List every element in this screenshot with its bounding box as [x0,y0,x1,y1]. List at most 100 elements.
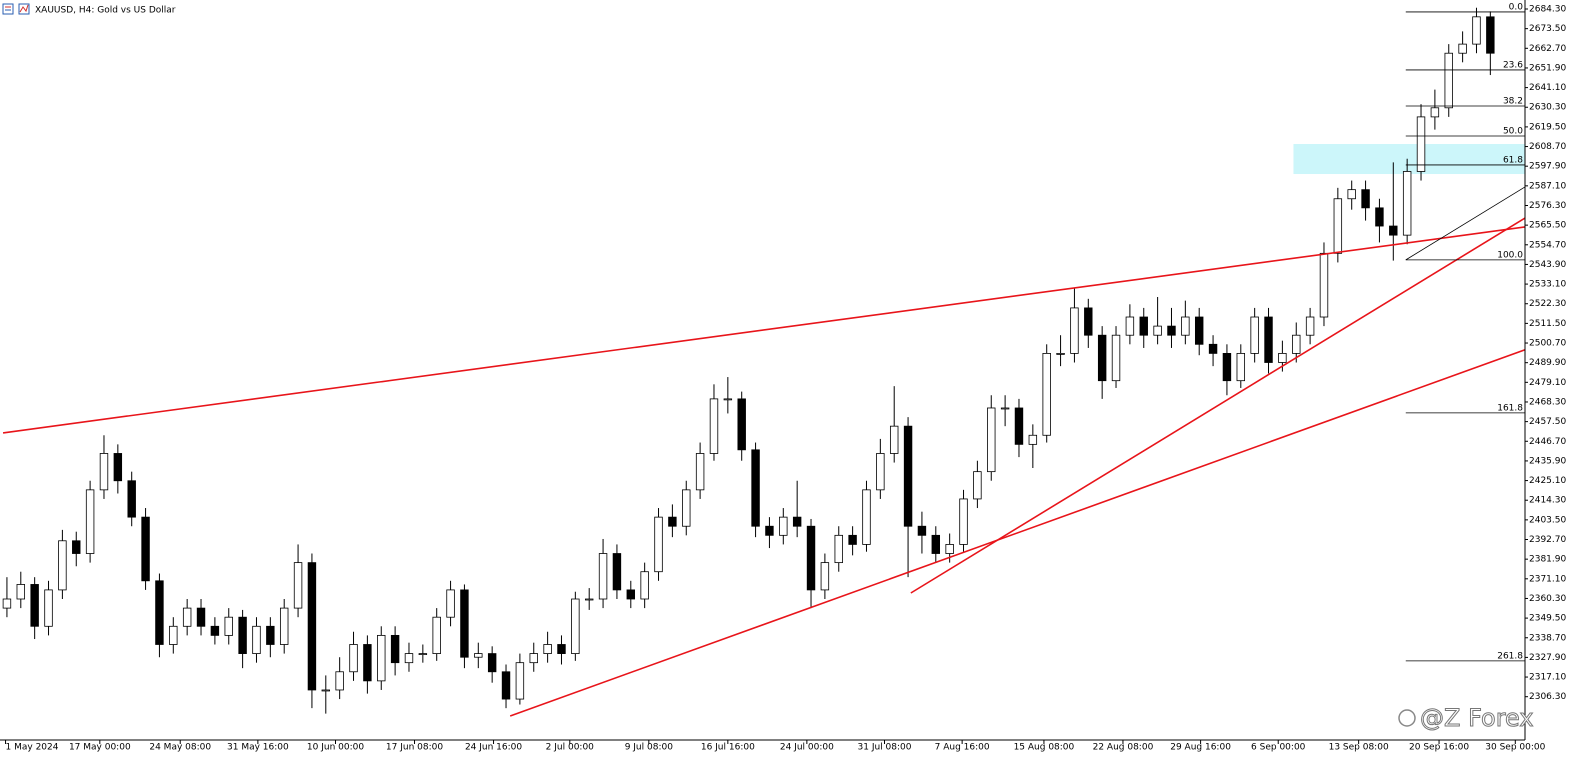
y-tick-label: 2673.50 [1529,24,1566,34]
candle-body [1097,334,1107,382]
x-tick-label: 29 Aug 16:00 [1170,743,1231,753]
x-tick-label: 10 Jun 00:00 [307,743,364,753]
y-tick-label: 2317.10 [1529,673,1566,683]
y-tick-label: 2619.50 [1529,122,1566,132]
candle-body [792,516,802,527]
candle-body [557,644,566,654]
y-tick-label: 2641.10 [1529,83,1566,93]
candle-body [335,671,344,691]
candle-body [1305,316,1315,336]
candle-body [1222,352,1232,382]
fib-label: 0.0 [1509,2,1524,12]
candle-body [307,562,317,691]
candle-body [1056,352,1065,355]
x-tick-label: 1 May 2024 [6,743,59,753]
candle-body [1111,334,1121,382]
y-tick-label: 2306.30 [1529,692,1566,702]
candle-body [1486,16,1495,54]
y-tick-label: 2630.30 [1529,103,1566,113]
y-tick-label: 2608.70 [1529,142,1566,152]
candle-body [1444,52,1453,109]
candle-body [1042,352,1051,436]
candle-body [848,534,857,545]
candle-body [1333,198,1343,254]
candle-body [709,398,719,454]
candle-body [446,589,455,618]
y-tick-label: 2543.90 [1529,260,1566,270]
candle-body [85,489,95,554]
candle-body [515,662,525,700]
candle-body [2,598,12,609]
fib-label: 38.2 [1503,96,1523,106]
candle-body [612,553,622,591]
candle-body [196,607,206,627]
candle-body [321,689,331,692]
candle-body [1292,334,1301,354]
candle-body [723,398,733,401]
y-tick-label: 2360.30 [1529,594,1566,604]
candle-body [1319,252,1329,318]
candle-body [973,471,982,500]
x-tick-label: 22 Aug 08:00 [1093,743,1154,753]
candle-body [1070,307,1079,354]
x-tick-label: 15 Aug 08:00 [1014,743,1075,753]
candle-body [1236,352,1246,382]
x-tick-label: 31 May 16:00 [227,743,289,753]
x-tick-label: 20 Sep 16:00 [1409,743,1469,753]
candle-body [404,653,414,664]
candle-body [862,489,871,545]
y-tick-label: 2403.50 [1529,515,1566,525]
candle-body [1153,325,1162,336]
candle-body [1139,316,1148,336]
y-tick-label: 2371.10 [1529,574,1566,584]
y-tick-label: 2327.90 [1529,653,1566,663]
candle-body [1264,316,1273,363]
candle-body [58,540,67,591]
candle-body [16,584,26,600]
icon-chart-line [19,4,29,13]
fib-label: 50.0 [1503,126,1523,136]
trendline [910,217,1526,594]
candle-body [127,480,136,518]
x-tick-label: 24 Jun 16:00 [465,743,522,753]
candle-body [876,453,885,491]
x-tick-label: 24 Jul 00:00 [780,743,834,753]
candle-body [1375,207,1384,227]
candle-body [571,598,580,654]
x-tick-label: 7 Aug 16:00 [935,743,990,753]
y-tick-label: 2565.50 [1529,221,1566,231]
candle-body [1278,352,1287,363]
candle-body [279,607,289,645]
y-tick-label: 2349.50 [1529,614,1566,624]
candle-body [529,653,538,664]
candle-body [959,498,968,545]
x-tick-label: 13 Sep 08:00 [1329,743,1389,753]
candle-body [390,634,400,664]
candle-body [293,562,303,609]
y-tick-label: 2425.10 [1529,476,1566,486]
candle-body [113,453,123,482]
y-tick-label: 2414.30 [1529,496,1566,506]
candle-body [820,562,830,591]
candle-body [1014,407,1024,445]
icon-list[interactable] [2,3,14,15]
candle-body [460,589,469,658]
candle-body [377,634,386,682]
fib-label: 23.6 [1503,60,1523,70]
candle-body [1000,407,1010,410]
candle-body [1208,343,1218,354]
candle-body [751,449,760,527]
candle-body [99,453,109,491]
x-tick-label: 2 Jul 00:00 [546,743,595,753]
candle-body [1361,189,1370,209]
y-tick-label: 2468.30 [1529,397,1566,407]
x-tick-label: 6 Sep 00:00 [1251,743,1306,753]
candle-body [363,644,372,682]
candle-body [210,625,220,636]
candle-body [695,453,705,491]
y-tick-label: 2392.70 [1529,535,1566,545]
candle-body [806,525,816,591]
candle-body [1458,43,1467,54]
y-tick-label: 2489.90 [1529,358,1566,368]
